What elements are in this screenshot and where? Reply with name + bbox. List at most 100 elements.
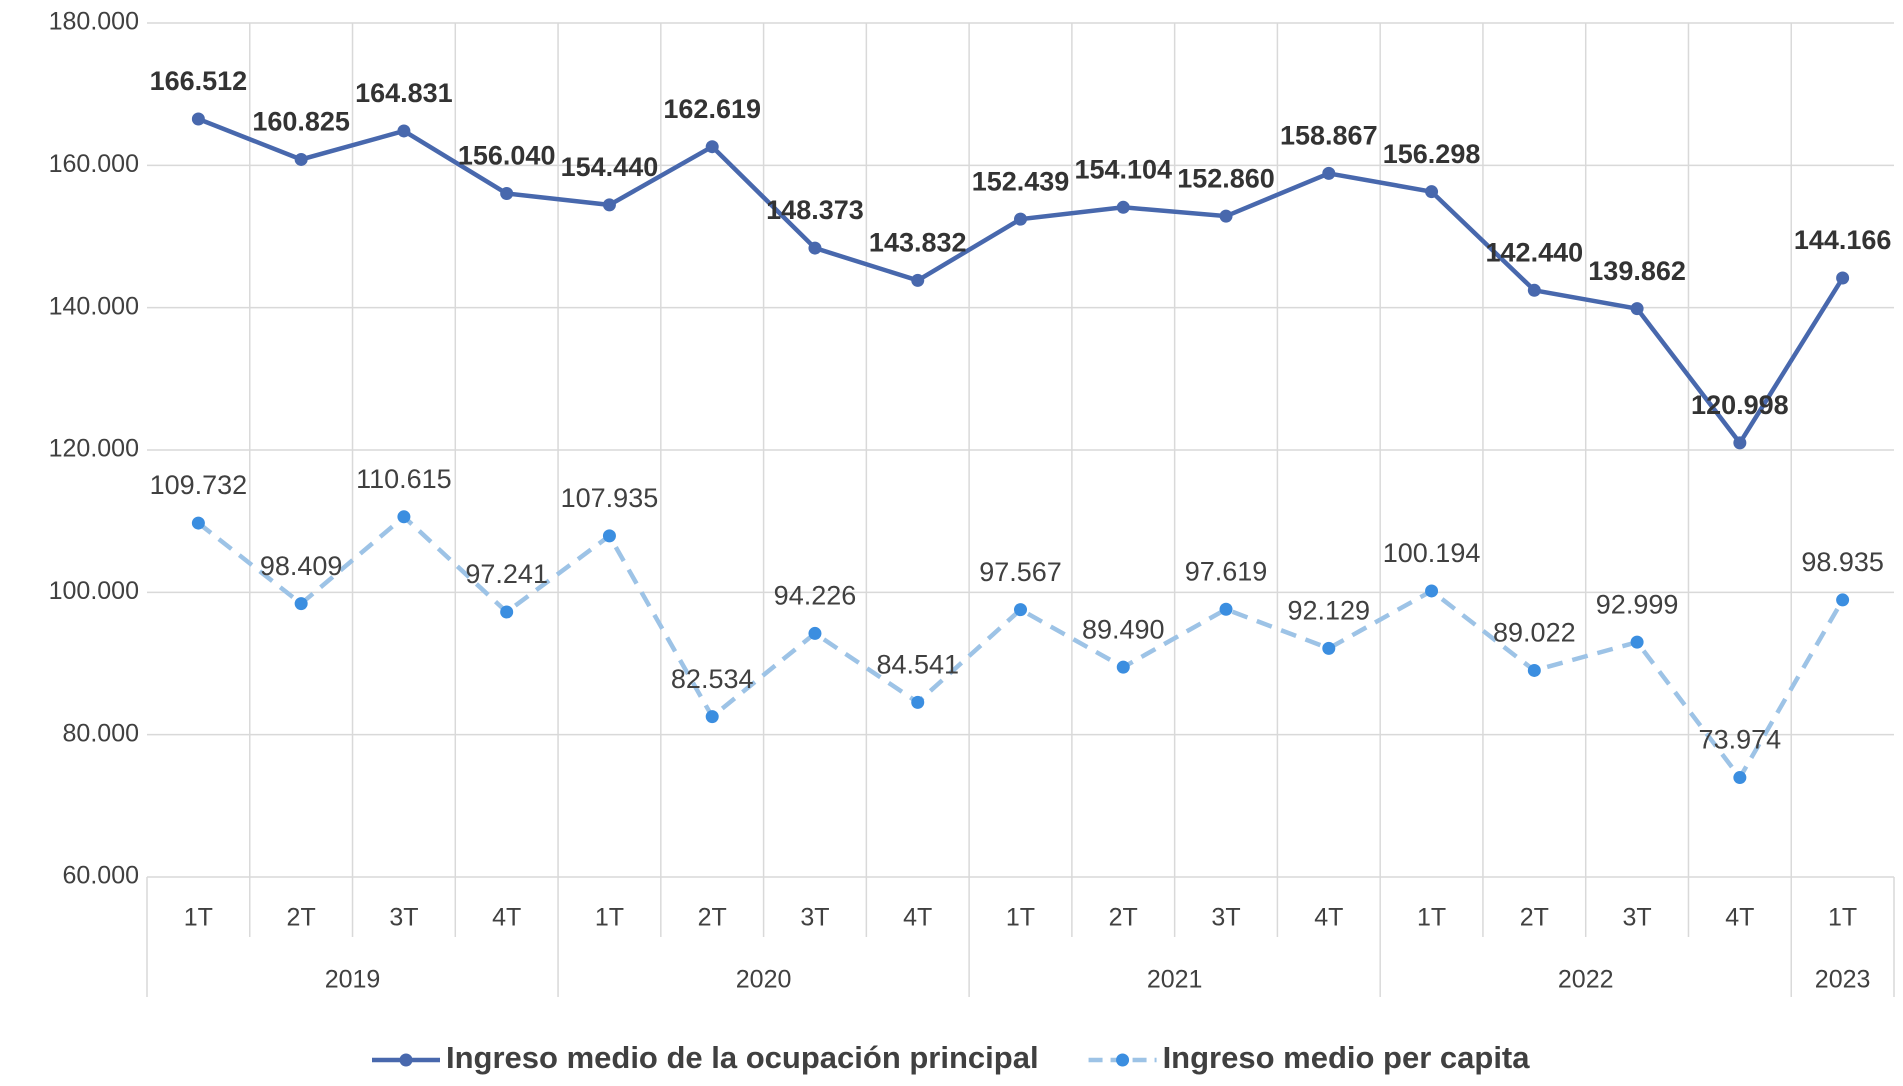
x-tick-label: 3T <box>1622 904 1651 932</box>
marker <box>1630 635 1644 649</box>
y-tick-label: 180.000 <box>49 8 139 36</box>
marker <box>602 529 616 543</box>
marker <box>294 152 308 166</box>
marker <box>1733 436 1747 450</box>
marker <box>191 112 205 126</box>
marker <box>1116 200 1130 214</box>
marker <box>500 605 514 619</box>
data-label: 160.825 <box>252 107 350 137</box>
x-tick-label: 1T <box>595 904 624 932</box>
data-label: 97.619 <box>1185 556 1268 586</box>
x-tick-label: 2T <box>287 904 316 932</box>
marker <box>1836 271 1850 285</box>
marker <box>1116 660 1130 674</box>
marker <box>1527 663 1541 677</box>
marker <box>294 597 308 611</box>
marker <box>705 710 719 724</box>
group-label: 2022 <box>1558 966 1614 994</box>
data-label: 94.226 <box>774 581 857 611</box>
x-tick-label: 2T <box>698 904 727 932</box>
data-label: 139.862 <box>1588 256 1686 286</box>
data-label: 84.541 <box>876 649 959 679</box>
data-label: 156.040 <box>458 141 556 171</box>
y-tick-label: 160.000 <box>49 150 139 178</box>
data-label: 152.439 <box>972 166 1070 196</box>
marker <box>1425 185 1439 199</box>
x-tick-label: 1T <box>184 904 213 932</box>
legend-marker <box>1116 1053 1130 1067</box>
marker <box>911 695 925 709</box>
data-label: 97.567 <box>979 557 1062 587</box>
data-label: 142.440 <box>1486 237 1584 267</box>
data-label: 143.832 <box>869 228 967 258</box>
y-tick-label: 60.000 <box>63 862 139 890</box>
y-tick-label: 120.000 <box>49 435 139 463</box>
x-tick-label: 1T <box>1006 904 1035 932</box>
data-label: 98.409 <box>260 551 343 581</box>
data-label: 92.999 <box>1596 589 1679 619</box>
marker <box>1014 212 1027 226</box>
data-label: 97.241 <box>465 559 548 589</box>
data-label: 144.166 <box>1794 225 1892 255</box>
y-tick-label: 100.000 <box>49 577 139 605</box>
data-label: 110.615 <box>356 464 452 494</box>
marker <box>1527 283 1541 297</box>
data-label: 89.022 <box>1493 618 1576 648</box>
x-tick-label: 1T <box>1417 904 1446 932</box>
x-tick-label: 3T <box>800 904 829 932</box>
marker <box>1836 593 1850 607</box>
marker <box>602 198 616 212</box>
x-tick-label: 1T <box>1828 904 1857 932</box>
data-label: 109.732 <box>150 470 248 500</box>
x-tick-label: 4T <box>1725 904 1754 932</box>
y-tick-label: 140.000 <box>49 292 139 320</box>
data-label: 92.129 <box>1287 595 1370 625</box>
data-label: 152.860 <box>1177 163 1275 193</box>
group-label: 2021 <box>1147 966 1203 994</box>
x-tick-label: 4T <box>492 904 521 932</box>
marker <box>1219 209 1233 223</box>
data-label: 154.104 <box>1074 154 1172 184</box>
marker <box>500 187 514 201</box>
x-tick-label: 3T <box>389 904 418 932</box>
marker <box>1630 302 1644 316</box>
data-label: 82.534 <box>671 664 754 694</box>
data-label: 107.935 <box>561 483 659 513</box>
data-label: 154.440 <box>561 152 659 182</box>
marker <box>808 241 822 255</box>
data-label: 164.831 <box>355 78 453 108</box>
legend-label: Ingreso medio de la ocupación principal <box>446 1040 1039 1075</box>
marker <box>808 626 822 640</box>
x-tick-label: 3T <box>1211 904 1240 932</box>
data-label: 98.935 <box>1801 547 1884 577</box>
marker <box>911 273 925 287</box>
data-label: 148.373 <box>766 195 864 225</box>
marker <box>397 124 411 138</box>
marker <box>1014 603 1027 617</box>
legend-label: Ingreso medio per capita <box>1163 1040 1531 1075</box>
data-label: 73.974 <box>1699 725 1782 755</box>
marker <box>1322 641 1336 655</box>
data-label: 162.619 <box>663 94 761 124</box>
x-tick-label: 2T <box>1520 904 1549 932</box>
x-tick-label: 4T <box>903 904 932 932</box>
group-label: 2020 <box>736 966 792 994</box>
data-label: 120.998 <box>1691 390 1789 420</box>
data-label: 100.194 <box>1383 538 1481 568</box>
x-tick-label: 2T <box>1109 904 1138 932</box>
group-label: 2019 <box>325 966 381 994</box>
data-label: 156.298 <box>1383 139 1481 169</box>
marker <box>1425 584 1439 598</box>
group-label: 2023 <box>1815 966 1871 994</box>
marker <box>191 516 205 530</box>
marker <box>1219 602 1233 616</box>
data-label: 158.867 <box>1280 121 1378 151</box>
x-tick-label: 4T <box>1314 904 1343 932</box>
data-label: 166.512 <box>150 66 248 96</box>
y-tick-label: 80.000 <box>63 719 139 747</box>
marker <box>705 140 719 154</box>
marker <box>1322 166 1336 180</box>
data-label: 89.490 <box>1082 614 1165 644</box>
marker <box>1733 771 1747 785</box>
